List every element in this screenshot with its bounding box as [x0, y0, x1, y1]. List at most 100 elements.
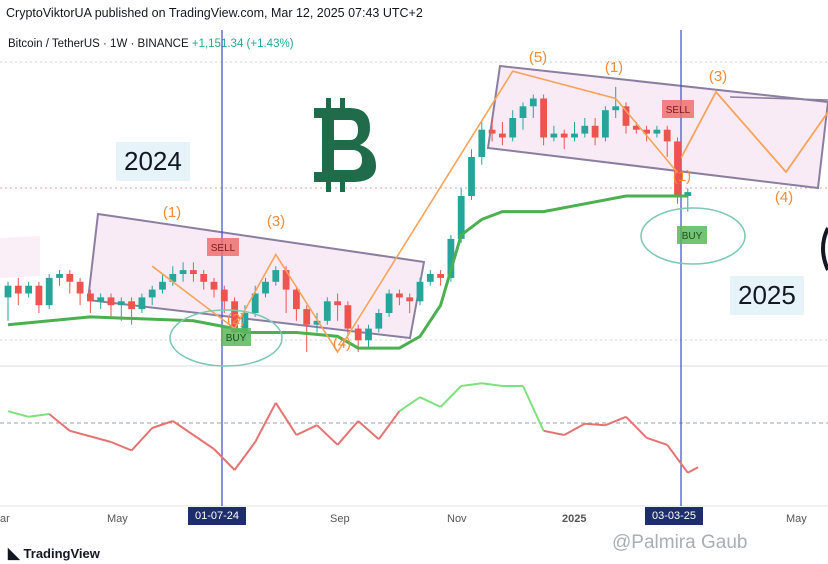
candle-body	[76, 281, 84, 294]
candle-body	[447, 238, 455, 278]
candle-body	[674, 141, 681, 196]
candle-body	[643, 129, 650, 134]
candle-body	[622, 106, 630, 126]
oscillator-segment	[274, 402, 298, 436]
bitcoin-logo	[314, 98, 376, 192]
oscillator-segment	[584, 422, 606, 427]
candle-body	[56, 274, 63, 278]
candle-body	[241, 313, 249, 333]
published-line: CryptoViktorUA published on TradingView.…	[6, 6, 423, 20]
candle-body	[210, 281, 218, 290]
wave-label-4-2025: (4)	[775, 189, 793, 206]
oscillator-segment	[130, 427, 153, 452]
year-label-2025: 2025	[730, 276, 804, 315]
candle-body	[663, 129, 671, 142]
time-label-3: Nov	[447, 513, 467, 525]
candle-body	[602, 110, 609, 138]
wave-label-3-2025: (3)	[709, 68, 727, 85]
buy-badge-left-bg	[221, 328, 251, 346]
oscillator-segment	[254, 402, 277, 443]
symbol-name[interactable]: Bitcoin / TetherUS · 1W · BINANCE	[8, 38, 189, 50]
year-label-2024: 2024	[116, 142, 190, 181]
oscillator-segment	[316, 424, 339, 446]
oscillator-segment	[481, 382, 503, 387]
candle-body	[190, 270, 197, 274]
oscillator-group	[7, 382, 699, 474]
oscillator-segment	[625, 416, 648, 439]
candle-body	[499, 133, 506, 138]
oscillator-segment	[192, 434, 215, 450]
time-label-0: ar	[0, 513, 10, 525]
symbol-line: Bitcoin / TetherUS · 1W · BINANCE +1,151…	[8, 38, 294, 50]
candle-body	[45, 277, 53, 306]
price-change: +1,151.34 (+1.43%)	[191, 38, 294, 50]
sell-badge-left: SELL	[211, 243, 236, 254]
candle-body	[426, 274, 434, 282]
edge-circle	[821, 227, 828, 271]
oscillator-segment	[295, 424, 318, 436]
channel-left-edge	[0, 236, 40, 278]
candle-body	[560, 133, 568, 138]
tradingview-logo[interactable]: ◣ TradingView	[8, 544, 100, 562]
candle-body	[35, 285, 43, 306]
buy-badge-left: BUY	[226, 333, 247, 344]
candle-body	[612, 106, 620, 111]
buy-badge-right-bg	[677, 226, 707, 244]
candle-body	[159, 281, 166, 290]
candle-body	[97, 297, 105, 302]
time-label-5: May	[786, 513, 807, 525]
tradingview-brand: TradingView	[23, 546, 100, 561]
oscillator-segment	[377, 410, 401, 440]
buy-badge-right: BUY	[682, 231, 703, 242]
candle-body	[437, 274, 444, 278]
candle-body	[231, 301, 238, 333]
oscillator-segment	[28, 413, 50, 418]
oscillator-segment	[666, 444, 689, 474]
sell-badge-right: SELL	[666, 105, 691, 116]
candle-body	[179, 270, 187, 274]
buy-ellipse-left	[169, 309, 283, 367]
candle-body	[148, 289, 156, 298]
wave-label-1b-2025: (1)	[673, 168, 691, 185]
oscillator-segment	[110, 441, 132, 452]
candle-body	[87, 293, 94, 302]
candle-body	[323, 301, 331, 321]
candle-body	[251, 293, 259, 313]
candle-body	[406, 297, 414, 302]
oscillator-segment	[357, 420, 380, 440]
oscillator-segment	[522, 385, 545, 432]
candle-body	[117, 301, 125, 306]
candle-body	[25, 285, 32, 294]
candle-body	[262, 281, 269, 294]
oscillator-segment	[419, 396, 442, 408]
candle-body	[550, 133, 558, 138]
candle-body	[396, 293, 403, 298]
wave-label-1-2024: (1)	[163, 204, 181, 221]
candle-body	[375, 313, 383, 329]
candle-body	[14, 285, 22, 294]
time-label-1: May	[107, 513, 128, 525]
wave-label-1-2025: (1)	[605, 59, 623, 76]
candle-body	[138, 297, 146, 310]
oscillator-segment	[687, 466, 699, 474]
oscillator-segment	[233, 441, 257, 471]
oscillator-segment	[646, 436, 668, 446]
candle-body	[632, 125, 640, 130]
time-marker-right[interactable]: 03-03-25	[645, 507, 704, 525]
candle-body	[457, 196, 465, 239]
candle-body	[220, 289, 228, 302]
oscillator-segment	[151, 420, 174, 429]
candle-body	[478, 129, 486, 157]
oscillator-segment	[7, 410, 29, 418]
candle-body	[272, 270, 280, 282]
time-marker-left[interactable]: 01-07-24	[188, 507, 247, 525]
oscillator-segment	[461, 382, 482, 387]
sell-badge-left-bg	[207, 238, 239, 256]
candle-body	[684, 192, 692, 196]
candle-body	[128, 301, 135, 310]
candle-body	[468, 157, 475, 196]
candle-body	[66, 274, 74, 282]
buy-ellipse-right	[640, 207, 746, 265]
wave-label-4-2024: (4)	[333, 335, 351, 352]
